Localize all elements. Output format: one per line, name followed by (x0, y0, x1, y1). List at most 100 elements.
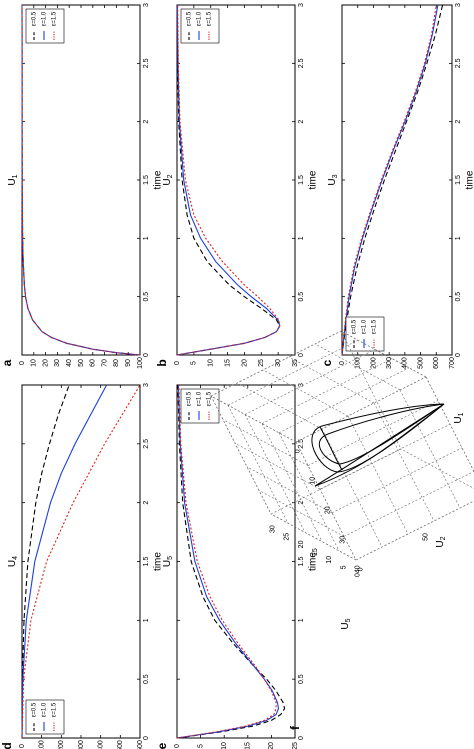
y-axis-label: U5 (162, 556, 174, 567)
value-tick-label: 70 (101, 359, 108, 367)
time-tick-label: 0 (455, 353, 462, 357)
legend-label: ε=1.5 (207, 391, 213, 406)
legend-label: ε=0.5 (352, 319, 358, 334)
grid-line (331, 447, 463, 514)
time-tick-label: 2 (143, 501, 150, 505)
series-line (341, 4, 444, 356)
value-tick-label: 30 (54, 359, 61, 367)
value-tick-label: 400 (402, 357, 409, 369)
grid-line (321, 428, 383, 548)
legend-label: ε=1.0 (42, 11, 48, 26)
grid-line (295, 441, 357, 561)
value-tick-label: 100 (39, 740, 46, 749)
value-tick-label: 0 (19, 744, 26, 748)
time-tick-label: 2.5 (298, 58, 305, 68)
plot-frame (176, 4, 296, 356)
time-tick-label: 2.5 (143, 58, 150, 68)
trajectory-line (319, 426, 343, 471)
time-tick-label: 0.5 (143, 674, 150, 684)
grid-line (244, 414, 306, 533)
time-tick-label: 1 (143, 236, 150, 240)
time-tick-label: 1.5 (298, 557, 305, 567)
grid-line (258, 490, 345, 537)
grid-line (227, 339, 359, 406)
u2-axis-label: U2 (435, 536, 447, 547)
x-axis-label: time (153, 552, 164, 571)
box-edge (355, 500, 474, 561)
value-tick-label: 80 (113, 359, 120, 367)
legend-label: ε=1.0 (42, 702, 48, 717)
trajectory-line (314, 403, 445, 487)
value-tick-label: 500 (417, 357, 424, 369)
legend-label: ε=0.5 (32, 702, 38, 717)
u5-tick-label: 20 (298, 540, 305, 548)
u5-tick-label: 0 (354, 573, 361, 577)
u2-tick-label: 0 (294, 449, 301, 453)
time-tick-label: 0 (298, 353, 305, 357)
series-line (341, 4, 439, 356)
value-tick-label: 10 (31, 359, 38, 367)
time-tick-label: 2 (298, 501, 305, 505)
panel-f: 050100010203040051015202530U1U2U5f (210, 330, 474, 730)
u5-tick-label: 10 (326, 556, 333, 564)
u1-tick-label: 50 (423, 533, 430, 541)
series-line (176, 384, 277, 739)
series-line (21, 4, 141, 356)
value-tick-label: 600 (137, 740, 144, 749)
legend-label: ε=1.0 (197, 391, 203, 406)
value-tick-label: 200 (370, 357, 377, 369)
time-tick-label: 1 (455, 236, 462, 240)
series-line (21, 384, 70, 739)
legend-box (25, 8, 65, 44)
panel-letter: a (0, 359, 14, 366)
time-tick-label: 3 (143, 383, 150, 387)
time-tick-label: 3 (455, 3, 462, 7)
grid-line (246, 466, 333, 514)
value-tick-label: 60 (90, 359, 97, 367)
box-edge (270, 513, 357, 561)
series-line (176, 384, 280, 739)
time-tick-label: 2 (143, 120, 150, 124)
box-edge (210, 330, 342, 397)
time-tick-label: 3 (298, 383, 305, 387)
legend-box (180, 8, 220, 44)
panel-b: 0 0.5 1 1.5 2 2.5 3 time 0 5 10 15 20 25 30 35 U2 b ε=0.5 ε… (155, 3, 318, 367)
time-tick-label: 1.5 (455, 175, 462, 185)
u1-tick-label: 0 (358, 567, 365, 571)
value-tick-label: 35 (292, 359, 299, 367)
value-tick-label: 20 (268, 742, 275, 749)
time-tick-label: 0 (298, 736, 305, 740)
y-axis-label: U4 (7, 556, 19, 567)
legend-label: ε=1.5 (52, 702, 58, 717)
box-edge (210, 395, 272, 515)
panel-d: 0 0.5 1 1.5 2 2.5 3 time 0 100 200 300 400 500 600 U4 d ε… (0, 383, 163, 749)
value-tick-label: 100 (355, 357, 362, 369)
time-tick-label: 1.5 (143, 557, 150, 567)
value-tick-label: 0 (339, 361, 346, 365)
grid-line (295, 376, 427, 443)
time-tick-label: 2.5 (143, 439, 150, 449)
value-tick-label: 300 (78, 740, 85, 749)
grid-line (244, 349, 376, 415)
series-line (21, 4, 141, 356)
grid-line (261, 358, 393, 424)
value-tick-label: 90 (125, 359, 132, 367)
panel-letter: c (320, 359, 334, 366)
value-tick-label: 600 (433, 357, 440, 369)
series-line (341, 4, 437, 356)
value-tick-label: 100 (137, 357, 144, 369)
grid-line (236, 382, 323, 430)
series-line (21, 384, 141, 739)
value-tick-label: 10 (208, 359, 215, 367)
series-line (176, 4, 281, 356)
x-axis-label: time (465, 170, 474, 189)
time-tick-label: 2 (298, 120, 305, 124)
grid-line (343, 471, 474, 537)
time-tick-label: 0.5 (143, 292, 150, 302)
legend-label: ε=0.5 (32, 11, 38, 26)
grid-line (425, 376, 474, 473)
x-axis-label: time (153, 170, 164, 189)
panel-e: 0 0.5 1 1.5 2 2.5 3 time 0 5 10 15 20 25 U5 e ε=0.5 ε=1.0… (155, 383, 318, 749)
x-axis-label: time (308, 552, 319, 571)
